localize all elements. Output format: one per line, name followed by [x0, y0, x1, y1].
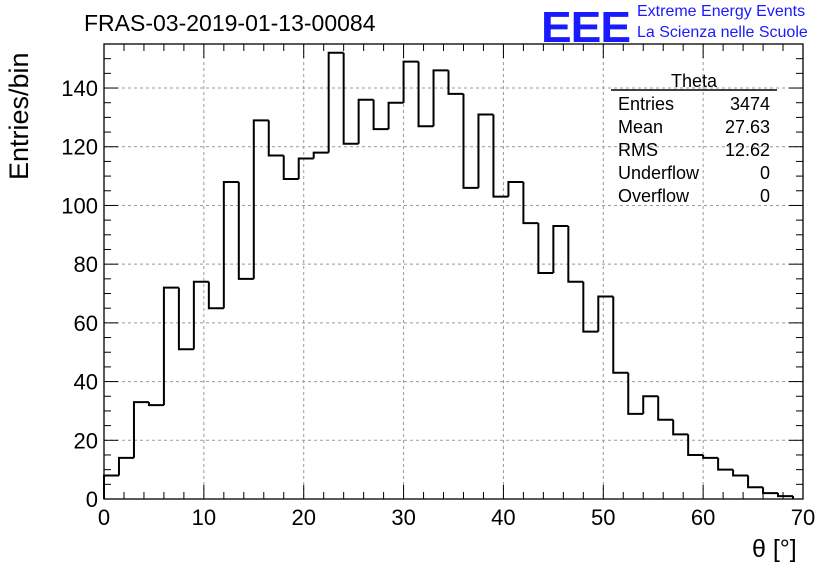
histogram-bin: [147, 402, 164, 407]
histogram-bin: [522, 181, 539, 225]
x-tick-label: 50: [591, 505, 615, 530]
y-tick-label: 140: [61, 76, 98, 101]
x-tick-label: 20: [291, 505, 315, 530]
histogram-bin: [117, 456, 134, 476]
histogram-bin: [312, 151, 329, 159]
histogram-bin: [687, 434, 704, 456]
histogram-bin: [717, 457, 734, 471]
histogram-bin: [642, 395, 659, 414]
y-tick-label: 100: [61, 193, 98, 218]
histogram-bin: [267, 120, 284, 157]
y-tick-label: 40: [74, 370, 98, 395]
stats-row-label: Overflow: [618, 186, 690, 206]
y-tick-label: 0: [86, 487, 98, 512]
histogram-bin: [342, 52, 359, 145]
logo-text-line2: La Scienza nelle Scuole: [637, 24, 808, 41]
x-tick-label: 0: [98, 505, 110, 530]
histogram-bin: [477, 113, 494, 188]
histogram-bin: [132, 401, 149, 458]
y-tick-label: 120: [61, 135, 98, 160]
histogram-bin: [777, 493, 794, 498]
plot-title: FRAS-03-2019-01-13-00084: [84, 10, 376, 36]
histogram-bin: [282, 155, 299, 181]
histogram-bin: [357, 98, 374, 144]
y-tick-label: 20: [74, 428, 98, 453]
stats-row-value: 0: [760, 163, 770, 183]
stats-row-value: 27.63: [725, 117, 770, 137]
stats-row-label: Entries: [618, 94, 674, 114]
histogram-bin: [567, 226, 584, 283]
x-tick-label: 10: [192, 505, 216, 530]
histogram-bin: [462, 93, 479, 189]
histogram-bin: [747, 475, 764, 489]
x-axis-label: θ [°]: [752, 535, 797, 563]
histogram-bin: [702, 454, 719, 459]
histogram-bin: [177, 287, 194, 351]
histogram-bin: [537, 223, 554, 274]
y-tick-label: 80: [74, 252, 98, 277]
histogram-bin: [582, 281, 599, 333]
stats-row-label: RMS: [618, 140, 658, 160]
x-tick-label: 70: [791, 505, 815, 530]
histogram-bin: [162, 286, 179, 406]
histogram-bin: [252, 119, 269, 279]
histogram-bin: [327, 51, 344, 153]
histogram-bin: [103, 474, 119, 499]
histogram-bin: [297, 157, 314, 180]
x-tick-label: 60: [691, 505, 715, 530]
histogram-bin: [762, 487, 779, 495]
histogram-bin: [432, 69, 449, 127]
stats-row-value: 3474: [730, 94, 770, 114]
x-tick-label: 30: [391, 505, 415, 530]
histogram-bin: [492, 114, 509, 198]
plot-frame: [103, 43, 804, 500]
histogram-bin: [237, 181, 254, 280]
histogram-bin: [207, 281, 224, 310]
histogram-bin: [402, 60, 419, 103]
histogram-bin: [507, 180, 524, 197]
stats-row-value: 0: [760, 186, 770, 206]
histogram-bin: [597, 295, 614, 332]
stats-row-label: Mean: [618, 117, 663, 137]
x-tick-label: 40: [491, 505, 515, 530]
stats-row-label: Underflow: [618, 163, 700, 183]
histogram-bin: [222, 180, 239, 309]
histogram-bin: [612, 296, 629, 374]
histogram-bin: [372, 99, 389, 131]
stats-row-value: 12.62: [725, 140, 770, 160]
histogram-bin: [552, 225, 569, 273]
stats-box-title: Theta: [671, 71, 718, 91]
histogram-bin: [672, 419, 689, 436]
histogram-bin: [387, 101, 404, 130]
histogram-bin: [657, 396, 674, 421]
y-tick-label: 60: [74, 311, 98, 336]
histogram-bin: [192, 280, 209, 350]
histogram-bin: [447, 70, 464, 95]
logo-text-line1: Extreme Energy Events: [637, 3, 806, 20]
histogram-bin: [417, 61, 434, 128]
histogram-bin: [627, 372, 644, 415]
histogram-bin: [732, 469, 749, 477]
